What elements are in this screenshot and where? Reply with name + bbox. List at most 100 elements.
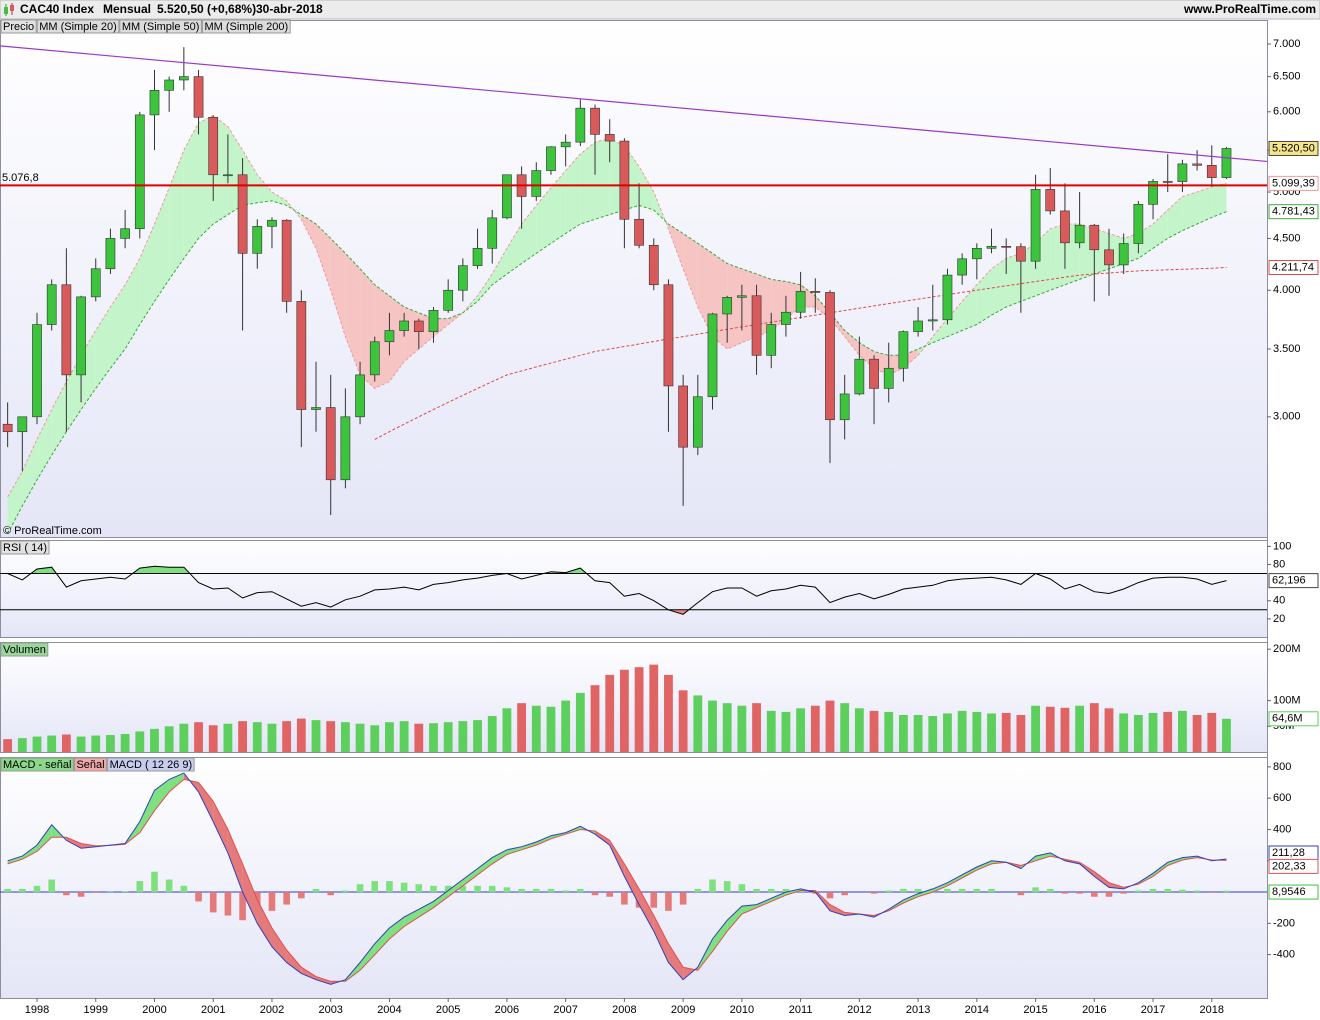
histogram-bar [312, 888, 320, 893]
histogram-bar [518, 888, 525, 893]
band-fill [1006, 253, 1021, 308]
value-label-box [1268, 175, 1319, 191]
y-tick-label: 7.000 [1273, 38, 1301, 50]
histogram-bar [1223, 890, 1230, 893]
band-fill [962, 867, 977, 878]
histogram-bar [958, 888, 966, 893]
volume-bar [296, 718, 306, 752]
histogram-bar [841, 892, 848, 896]
band-fill [301, 967, 317, 980]
histogram-bar [121, 891, 129, 893]
band-fill [389, 295, 405, 382]
y-tick-label: 200M [1273, 643, 1301, 655]
histogram-bar [988, 888, 995, 893]
band-fill [389, 917, 405, 940]
candle-body [296, 301, 307, 410]
histogram-bar [4, 888, 11, 893]
candle-body [1001, 245, 1012, 248]
candle-body [134, 114, 145, 230]
histogram-bar [239, 892, 246, 921]
histogram-bar [1076, 892, 1083, 894]
band-fill [903, 893, 919, 904]
band-fill [844, 330, 860, 356]
histogram-bar [195, 892, 202, 902]
volume-bar [619, 669, 629, 752]
band-fill [198, 782, 214, 822]
band-fill [639, 888, 654, 932]
candle-body [1016, 246, 1026, 262]
band-fill [7, 856, 23, 864]
band-fill [580, 142, 596, 224]
legend-label: MACD - señal [3, 759, 71, 771]
candle-body [869, 358, 879, 389]
volume-bar [17, 738, 27, 752]
legend-label: Volumen [3, 644, 46, 656]
band-fill [154, 779, 170, 811]
band-fill [639, 166, 654, 210]
legend-box [0, 757, 74, 772]
candle-body [428, 310, 439, 333]
volume-bar [194, 722, 203, 752]
band-fill [257, 174, 272, 203]
histogram-bar [973, 888, 981, 893]
band-fill [947, 874, 963, 886]
volume-bar [150, 728, 159, 752]
candle-body [369, 341, 380, 376]
candle-body [267, 219, 277, 227]
legend-label: MM (Simple 50) [122, 21, 200, 33]
histogram-bar [488, 885, 496, 893]
volume-bar [223, 723, 233, 752]
candle-body [810, 291, 821, 293]
candle-body [663, 284, 674, 387]
histogram-bar [709, 879, 716, 893]
histogram-bar [532, 888, 540, 893]
histogram-bar [797, 890, 804, 893]
volume-bar [414, 723, 424, 752]
band-fill [947, 301, 963, 337]
volume-bar [1001, 712, 1011, 752]
band-fill [316, 223, 331, 291]
band-fill [668, 223, 684, 269]
band-fill [521, 841, 537, 850]
band-fill [1211, 183, 1227, 218]
histogram-bar [1120, 892, 1127, 894]
trendline [0, 45, 1268, 163]
histogram-bar [621, 892, 628, 905]
band-fill [1197, 186, 1212, 224]
candle-body [311, 407, 321, 410]
volume-bar [634, 667, 644, 752]
x-tick-label: 2005 [436, 1004, 460, 1016]
legend-box [36, 19, 120, 34]
volume-bar [1060, 707, 1070, 752]
volume-bar [796, 708, 806, 752]
band-fill [492, 849, 507, 864]
band-fill [536, 187, 551, 254]
histogram-bar [1046, 888, 1054, 893]
histogram-bar [547, 888, 555, 893]
value-label: 4.211,74 [1272, 261, 1314, 273]
x-tick-label: 2010 [730, 1004, 754, 1016]
histogram-bar [19, 888, 26, 893]
histogram-bar [136, 881, 144, 893]
volume-bar [1016, 714, 1026, 752]
band-fill [360, 943, 375, 971]
band-fill [1035, 852, 1051, 861]
legend-box [73, 757, 108, 772]
candle-body [413, 320, 424, 333]
instrument: CAC40 Index [20, 2, 94, 16]
band-fill [330, 238, 346, 337]
candle-body [546, 146, 556, 171]
histogram-bar [606, 892, 614, 897]
rsi-line [7, 565, 1227, 615]
y-tick-label: 3.500 [1273, 343, 1301, 355]
histogram-bar [77, 892, 85, 897]
volume-bar [326, 721, 336, 752]
histogram-bar [459, 885, 467, 893]
band-fill [565, 154, 581, 234]
x-tick-label: 2009 [671, 1004, 695, 1016]
band-fill [154, 187, 170, 302]
volume-bar [899, 714, 908, 752]
y-tick-label: 20 [1273, 613, 1285, 625]
band-fill [727, 906, 742, 932]
